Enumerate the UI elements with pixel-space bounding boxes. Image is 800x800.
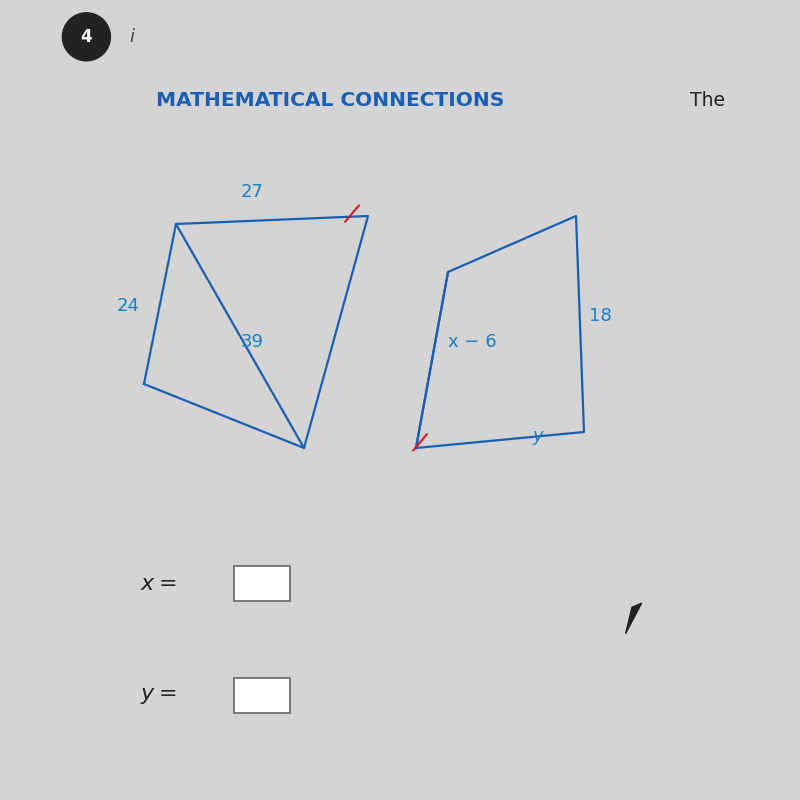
Polygon shape xyxy=(626,603,642,634)
Text: 4: 4 xyxy=(81,28,92,46)
Text: 24: 24 xyxy=(117,297,139,314)
FancyBboxPatch shape xyxy=(234,678,290,713)
Text: $x =$: $x =$ xyxy=(140,574,176,594)
Text: The: The xyxy=(684,90,725,110)
Text: 39: 39 xyxy=(241,334,263,351)
Text: 18: 18 xyxy=(589,307,611,325)
Text: x − 6: x − 6 xyxy=(448,334,496,351)
FancyBboxPatch shape xyxy=(234,566,290,601)
Text: 27: 27 xyxy=(241,183,263,201)
Text: MATHEMATICAL CONNECTIONS: MATHEMATICAL CONNECTIONS xyxy=(156,90,504,110)
Text: i: i xyxy=(130,28,134,46)
Circle shape xyxy=(62,13,110,61)
Text: $y =$: $y =$ xyxy=(140,686,176,706)
Text: y: y xyxy=(532,427,543,445)
